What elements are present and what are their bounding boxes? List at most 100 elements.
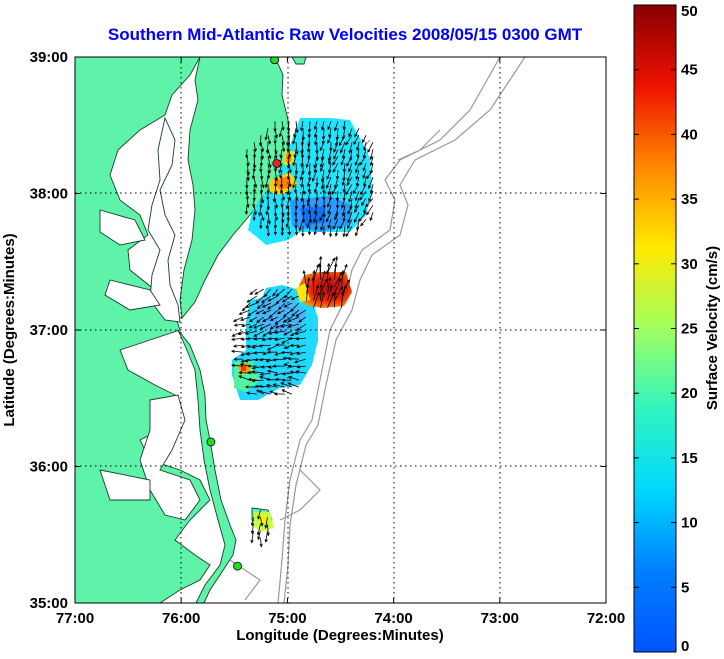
velocity-arrow <box>259 156 263 167</box>
velocity-arrow <box>366 204 374 216</box>
velocity-arrow <box>261 302 271 308</box>
velocity-arrow <box>246 344 257 349</box>
velocity-arrow <box>256 524 261 536</box>
velocity-arrow <box>259 184 264 194</box>
velocity-arrow <box>289 370 299 374</box>
velocity-arrow <box>354 226 360 237</box>
velocity-arrow <box>354 128 360 138</box>
y-tick-label: 35:00 <box>30 595 68 612</box>
velocity-arrow <box>322 205 326 219</box>
velocity-arrow <box>355 170 360 181</box>
velocity-arrow <box>267 295 278 302</box>
velocity-arrow <box>300 177 304 189</box>
velocity-arrow <box>252 149 257 159</box>
velocity-arrow <box>346 170 353 182</box>
velocity-arrow <box>362 170 367 180</box>
chesapeake-bay <box>99 116 201 521</box>
velocity-arrow <box>348 163 353 173</box>
velocity-arrow <box>287 149 292 159</box>
velocity-arrow <box>299 170 304 181</box>
velocity-arrow <box>261 295 272 304</box>
velocity-arrow <box>333 142 339 153</box>
velocity-arrow <box>331 184 339 195</box>
velocity-arrow <box>272 288 279 297</box>
velocity-arrow <box>342 184 346 194</box>
velocity-arrow <box>301 226 305 238</box>
velocity-arrow <box>280 350 292 355</box>
velocity-arrow <box>233 323 243 327</box>
velocity-arrow <box>295 370 306 374</box>
velocity-arrow <box>262 309 271 315</box>
velocity-arrow <box>240 351 250 356</box>
velocity-arrow <box>296 365 306 369</box>
station-marker <box>270 57 280 65</box>
velocity-arrow <box>328 226 333 238</box>
velocity-arrow <box>240 358 250 363</box>
grid-lines <box>75 57 606 603</box>
velocity-arrow <box>244 330 257 335</box>
velocity-arrow <box>322 226 326 236</box>
velocity-arrow <box>281 135 285 146</box>
colorbar-tick-label: 40 <box>681 126 698 143</box>
velocity-arrow <box>296 323 307 331</box>
velocity-arrow <box>307 205 312 215</box>
velocity-arrow <box>348 128 353 138</box>
velocity-arrow <box>280 226 284 237</box>
velocity-arrow <box>247 377 257 382</box>
velocity-arrow <box>334 277 342 294</box>
velocity-arrow <box>306 283 310 301</box>
velocity-arrow <box>341 149 346 160</box>
velocity-arrow <box>248 323 257 329</box>
velocity-arrow <box>327 184 332 196</box>
velocity-arrow <box>292 135 297 145</box>
colorbar-tick-label: 45 <box>681 62 698 79</box>
velocity-arrow <box>342 226 346 238</box>
velocity-arrow <box>320 278 328 294</box>
velocity-arrow <box>340 156 346 166</box>
velocity-arrow <box>294 226 299 236</box>
velocity-arrow <box>271 358 285 362</box>
colorbar-label: Surface Velocity (cm/s) <box>704 246 721 410</box>
velocity-arrow <box>311 170 318 182</box>
velocity-arrow <box>250 517 255 527</box>
velocity-arrow <box>282 316 293 323</box>
velocity-arrow <box>274 198 279 209</box>
velocity-arrow <box>265 205 269 216</box>
colorbar-tick-label: 35 <box>681 191 698 208</box>
velocity-arrow <box>332 219 339 230</box>
velocity-arrow <box>313 284 319 301</box>
velocity-arrow <box>342 163 346 173</box>
velocity-arrow <box>361 197 367 206</box>
y-axis-label: Latitude (Degrees:Minutes) <box>1 233 18 426</box>
velocity-arrow <box>345 134 353 146</box>
velocity-arrow <box>347 212 353 224</box>
velocity-arrow <box>338 135 346 147</box>
velocity-arrow <box>362 149 367 159</box>
velocity-arrow <box>257 531 261 541</box>
velocity-arrow <box>260 212 265 222</box>
velocity-arrow <box>320 163 325 173</box>
velocity-arrow <box>231 330 243 337</box>
velocity-arrow <box>359 155 367 166</box>
velocity-arrow <box>248 316 258 323</box>
velocity-arrow <box>260 177 265 189</box>
velocity-arrow <box>232 316 243 322</box>
velocity-arrow <box>327 219 332 229</box>
velocity-arrow <box>313 226 318 236</box>
velocity-arrow <box>327 284 333 301</box>
velocity-arrow <box>265 383 278 388</box>
velocity-arrow <box>341 177 346 186</box>
velocity-arrow <box>341 269 345 287</box>
velocity-arrow <box>264 177 269 189</box>
velocity-arrow <box>362 135 367 144</box>
velocity-arrow <box>288 163 292 174</box>
y-tick-label: 36:00 <box>30 459 68 476</box>
velocity-arrow <box>295 337 306 341</box>
velocity-arrow <box>319 283 323 301</box>
velocity-arrow <box>230 349 243 354</box>
velocity-arrow <box>339 219 346 230</box>
velocity-arrow <box>313 156 318 169</box>
velocity-arrow <box>253 337 264 341</box>
velocity-arrow <box>256 302 265 310</box>
x-tick-label: 72:00 <box>587 610 625 627</box>
